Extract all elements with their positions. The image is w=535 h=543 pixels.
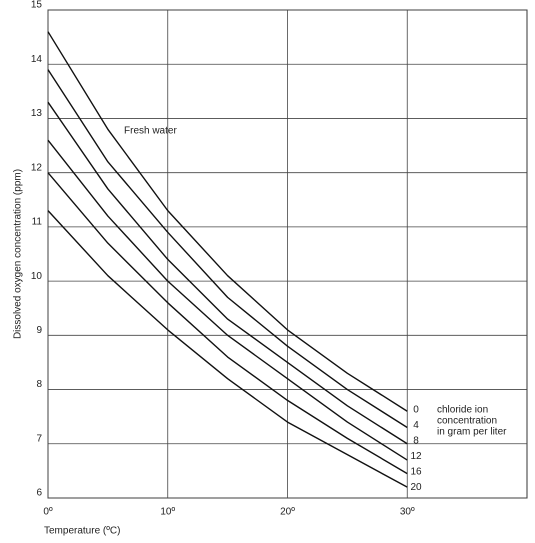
y-tick-label: 15 [31,0,43,11]
data-line [47,210,408,488]
legend-title: concentration [437,416,497,427]
legend-entry: 4 [413,420,419,431]
legend-title: in gram per liter [437,427,507,438]
y-tick-label: 14 [31,54,43,65]
legend-entry: 0 [413,405,419,416]
y-tick-label: 11 [32,217,43,228]
y-tick-label: 12 [31,162,43,173]
x-tick-label: 30º [400,507,415,518]
y-tick-label: 9 [36,325,42,336]
x-axis-label: Temperature (ºC) [44,526,120,537]
y-axis-label: Dissolved oxygen concentration (ppm) [13,169,24,339]
data-line [47,101,408,445]
y-tick-label: 13 [31,108,43,119]
legend-entry: 16 [410,467,422,478]
x-tick-label: 0º [43,507,53,518]
legend-title: chloride ion [437,405,488,416]
y-tick-label: 6 [36,488,42,499]
data-line [47,69,408,429]
annotation: Fresh water [124,126,177,137]
data-line [47,172,408,475]
legend-entry: 8 [413,436,419,447]
y-tick-label: 7 [36,433,42,444]
legend-entry: 20 [410,482,422,493]
y-tick-label: 8 [36,379,42,390]
x-tick-label: 20º [280,507,295,518]
data-line [47,31,408,412]
x-tick-label: 10º [160,507,175,518]
data-line [47,139,408,461]
legend-entry: 12 [410,451,422,462]
y-tick-label: 10 [31,271,43,282]
